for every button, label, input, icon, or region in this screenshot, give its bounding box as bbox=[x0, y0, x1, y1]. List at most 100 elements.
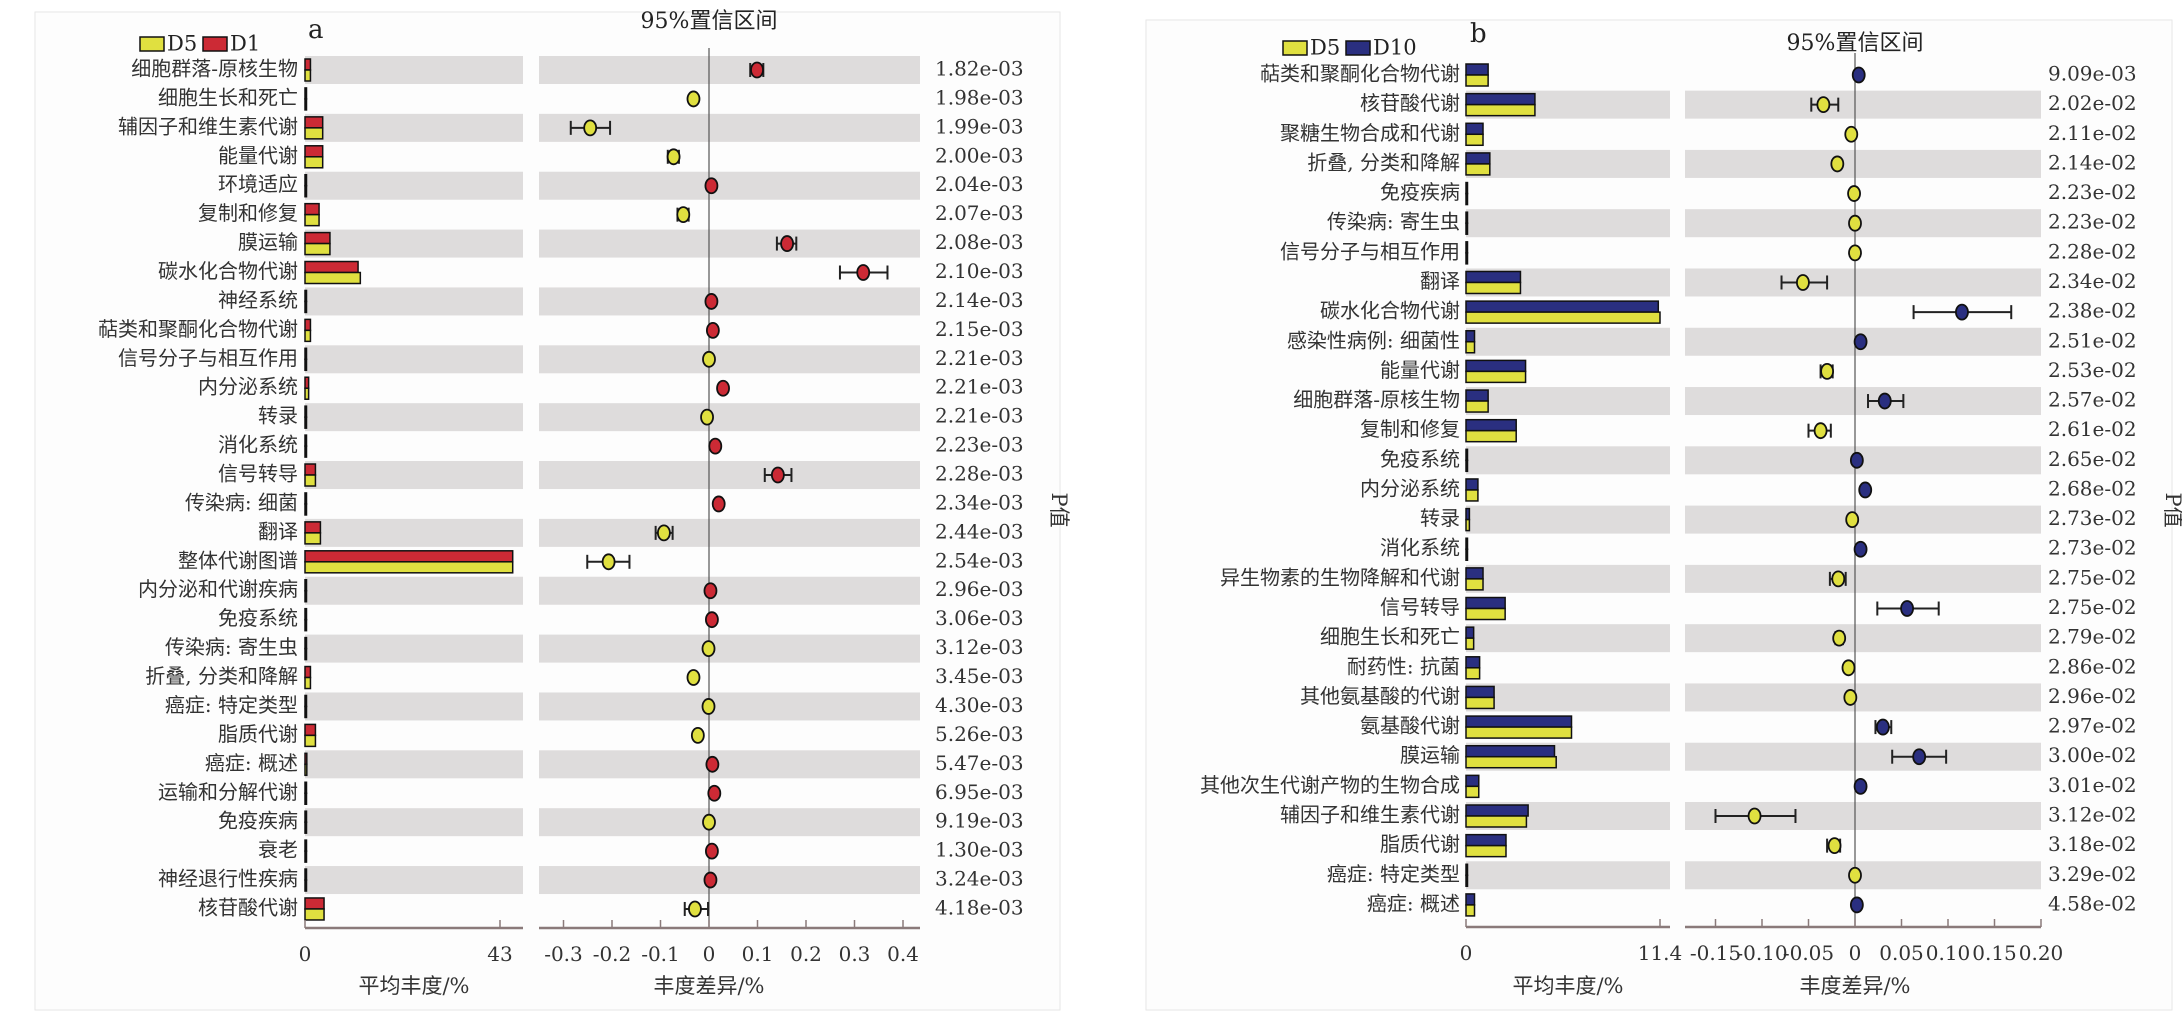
bar-D1 bbox=[304, 58, 312, 71]
category-label: 传染病: 寄生虫 bbox=[1327, 210, 1460, 234]
row-band bbox=[305, 808, 523, 837]
diff-point bbox=[601, 553, 616, 571]
bar-D5 bbox=[304, 213, 320, 227]
category-label: 其他次生代谢产物的生物合成 bbox=[1200, 773, 1460, 797]
bar-D5 bbox=[1465, 667, 1481, 680]
bar-D1 bbox=[304, 231, 331, 245]
diff-point bbox=[690, 726, 705, 744]
bar-D1 bbox=[304, 434, 308, 447]
p-value: 2.75e-02 bbox=[2048, 595, 2137, 619]
diff-tick-label: 0.10 bbox=[1926, 941, 1971, 965]
diff-point bbox=[1849, 896, 1864, 914]
legend-label: D5 bbox=[167, 32, 197, 56]
diff-tick-label: 0.15 bbox=[1972, 941, 2017, 965]
diff-point bbox=[1747, 807, 1762, 825]
diff-point bbox=[688, 900, 702, 918]
row-band bbox=[1466, 209, 1670, 238]
category-label: 信号转导 bbox=[1380, 595, 1460, 619]
diff-point bbox=[705, 842, 719, 860]
diff-point bbox=[1848, 866, 1862, 884]
row-band bbox=[1685, 742, 2041, 771]
bar-D10 bbox=[1465, 359, 1527, 373]
p-value: 2.34e-03 bbox=[935, 490, 1024, 514]
p-value: 2.38e-02 bbox=[2048, 299, 2137, 323]
p-value: 2.79e-02 bbox=[2048, 625, 2137, 649]
diff-point bbox=[666, 148, 681, 166]
bar-D10 bbox=[1465, 181, 1469, 195]
bar-D5 bbox=[304, 763, 308, 777]
bar-D10 bbox=[1465, 656, 1481, 669]
category-label: 内分泌系统 bbox=[198, 375, 298, 399]
diff-point bbox=[1848, 244, 1862, 262]
category-label: 癌症: 特定类型 bbox=[1327, 862, 1460, 886]
row-band bbox=[305, 518, 523, 547]
row-band bbox=[1466, 327, 1670, 356]
diff-tick-label: 0 bbox=[703, 942, 716, 966]
row-band bbox=[305, 750, 523, 779]
category-label: 癌症: 概述 bbox=[1367, 891, 1460, 915]
diff-point bbox=[1830, 155, 1845, 173]
diff-point bbox=[1820, 362, 1834, 380]
bar-D10 bbox=[1465, 241, 1469, 254]
row-band bbox=[539, 56, 920, 84]
p-value: 4.18e-03 bbox=[935, 895, 1024, 919]
category-label: 整体代谢图谱 bbox=[178, 548, 298, 572]
category-label: 细胞群落-原核生物 bbox=[1293, 388, 1460, 412]
category-label: 辅因子和维生素代谢 bbox=[118, 114, 298, 138]
category-label: 复制和修复 bbox=[1360, 417, 1460, 441]
bar-D1 bbox=[304, 810, 308, 823]
diff-point bbox=[1813, 422, 1828, 440]
legend-swatch-D1 bbox=[202, 36, 228, 52]
bar-D5 bbox=[1465, 785, 1480, 799]
bar-D1 bbox=[304, 405, 308, 418]
category-label: 脂质代谢 bbox=[218, 722, 298, 746]
category-label: 聚糖生物合成和代谢 bbox=[1280, 121, 1460, 145]
bar-D5 bbox=[1465, 103, 1536, 117]
legend-swatch-D5 bbox=[139, 36, 165, 52]
bar-D1 bbox=[304, 347, 308, 361]
row-band bbox=[539, 692, 920, 721]
p-value: 2.73e-02 bbox=[2048, 506, 2137, 530]
row-band bbox=[1466, 624, 1670, 653]
bar-D5 bbox=[1465, 192, 1469, 206]
category-label: 折叠, 分类和降解 bbox=[1307, 150, 1460, 174]
p-value: 2.28e-02 bbox=[2048, 239, 2137, 263]
category-label: 膜运输 bbox=[1400, 743, 1460, 767]
bar-D5 bbox=[304, 98, 308, 111]
diff-point bbox=[1876, 718, 1890, 736]
bar-D10 bbox=[1465, 567, 1484, 580]
bar-D1 bbox=[304, 173, 308, 187]
diff-tick-label: -0.15 bbox=[1690, 941, 1741, 965]
p-value: 2.86e-02 bbox=[2048, 654, 2137, 678]
category-label: 环境适应 bbox=[218, 172, 298, 196]
p-value: 5.26e-03 bbox=[935, 722, 1024, 746]
p-value: 2.51e-02 bbox=[2048, 328, 2137, 352]
legend-swatch-D5 bbox=[1282, 40, 1308, 56]
diff-tick-label: -0.2 bbox=[593, 942, 632, 966]
bar-D5 bbox=[1465, 311, 1661, 324]
category-label: 神经退行性疾病 bbox=[158, 867, 298, 891]
p-value: 2.75e-02 bbox=[2048, 565, 2137, 589]
chart-title: 95%置信区间 bbox=[641, 9, 778, 34]
row-band bbox=[539, 634, 920, 663]
p-value: 3.29e-02 bbox=[2048, 862, 2137, 886]
bar-D5 bbox=[304, 879, 308, 892]
p-value-axis-title: P值 bbox=[2161, 492, 2182, 527]
diff-point bbox=[716, 379, 730, 397]
diff-point bbox=[1844, 125, 1859, 143]
row-band bbox=[539, 518, 920, 547]
category-label: 免疫疾病 bbox=[1380, 180, 1460, 204]
bar-D10 bbox=[1465, 92, 1536, 106]
p-value: 2.14e-02 bbox=[2048, 150, 2137, 174]
bar-D10 bbox=[1465, 448, 1469, 462]
row-band bbox=[1466, 861, 1670, 890]
p-value: 2.61e-02 bbox=[2048, 417, 2137, 441]
diff-tick-label: -0.3 bbox=[544, 942, 583, 966]
row-band bbox=[539, 576, 920, 605]
diff-point bbox=[1849, 451, 1864, 469]
bar-D5 bbox=[1465, 726, 1573, 739]
diff-point bbox=[1841, 659, 1856, 677]
category-label: 其他氨基酸的代谢 bbox=[1300, 684, 1460, 708]
bar-D5 bbox=[304, 503, 308, 516]
diff-axis-title: 丰度差异/% bbox=[653, 974, 764, 998]
